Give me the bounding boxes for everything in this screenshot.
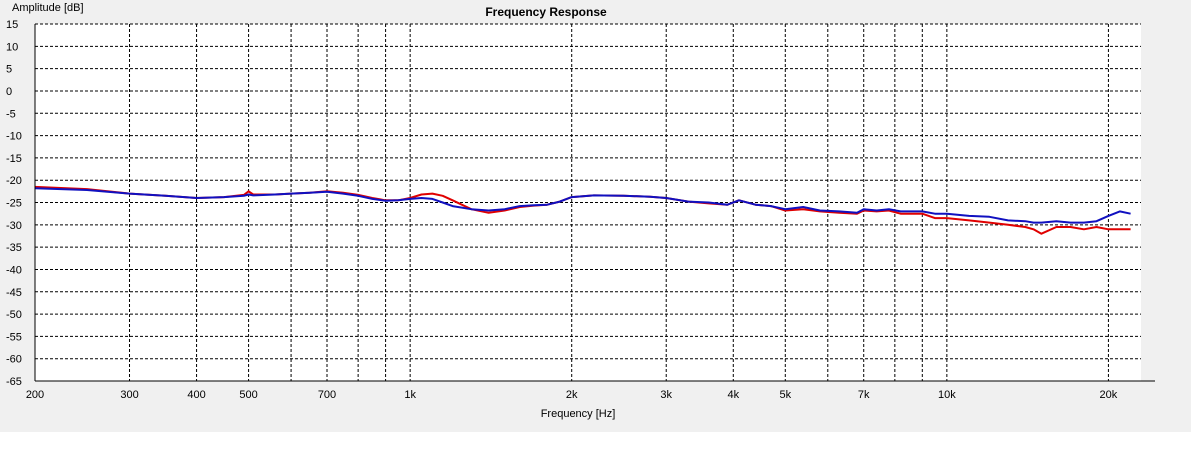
y-tick-label: -20 <box>6 175 22 187</box>
x-tick-label: 500 <box>239 389 257 401</box>
chart-title: Frequency Response <box>485 5 607 19</box>
y-tick-label: 10 <box>6 41 18 53</box>
y-tick-label: -55 <box>6 331 22 343</box>
y-tick-label: 15 <box>6 19 18 31</box>
x-tick-label: 5k <box>779 389 791 401</box>
x-axis-label: Frequency [Hz] <box>541 408 616 420</box>
y-tick-label: -35 <box>6 242 22 254</box>
y-tick-label: -60 <box>6 354 22 366</box>
y-tick-label: -15 <box>6 153 22 165</box>
y-tick-label: -45 <box>6 287 22 299</box>
chart-panel: 15 10 5 0 -5 -10 -15 -20 -25 -30 -35 -40 -45 -50 -55 -6… <box>0 0 1191 432</box>
x-tick-label: 7k <box>858 389 870 401</box>
y-tick-label: -40 <box>6 264 22 276</box>
x-tick-label: 300 <box>120 389 138 401</box>
x-tick-label: 2k <box>566 389 578 401</box>
axes <box>34 24 1155 382</box>
y-tick-label: -5 <box>6 108 16 120</box>
x-tick-label: 20k <box>1100 389 1118 401</box>
x-tick-label: 1k <box>404 389 416 401</box>
y-tick-label: -30 <box>6 220 22 232</box>
x-tick-label: 4k <box>727 389 739 401</box>
y-tick-label: 5 <box>6 64 12 76</box>
x-tick-label: 10k <box>938 389 956 401</box>
x-tick-label: 700 <box>318 389 336 401</box>
frequency-response-chart: 15 10 5 0 -5 -10 -15 -20 -25 -30 -35 -40 -45 -50 -55 -6… <box>6 2 1155 420</box>
y-tick-label: -25 <box>6 198 22 210</box>
x-tick-label: 400 <box>187 389 205 401</box>
y-tick-label: 0 <box>6 86 12 98</box>
tick-labels: 15 10 5 0 -5 -10 -15 -20 -25 -30 -35 -40 -45 -50 -55 -6… <box>6 19 1118 401</box>
y-tick-label: -65 <box>6 376 22 388</box>
grid <box>35 23 1141 381</box>
y-tick-label: -10 <box>6 131 22 143</box>
x-tick-label: 3k <box>660 389 672 401</box>
series-line-2 <box>34 187 1131 224</box>
y-tick-label: -50 <box>6 309 22 321</box>
y-axis-label: Amplitude [dB] <box>12 2 84 14</box>
x-tick-label: 200 <box>26 389 44 401</box>
series-layer <box>34 185 1131 235</box>
